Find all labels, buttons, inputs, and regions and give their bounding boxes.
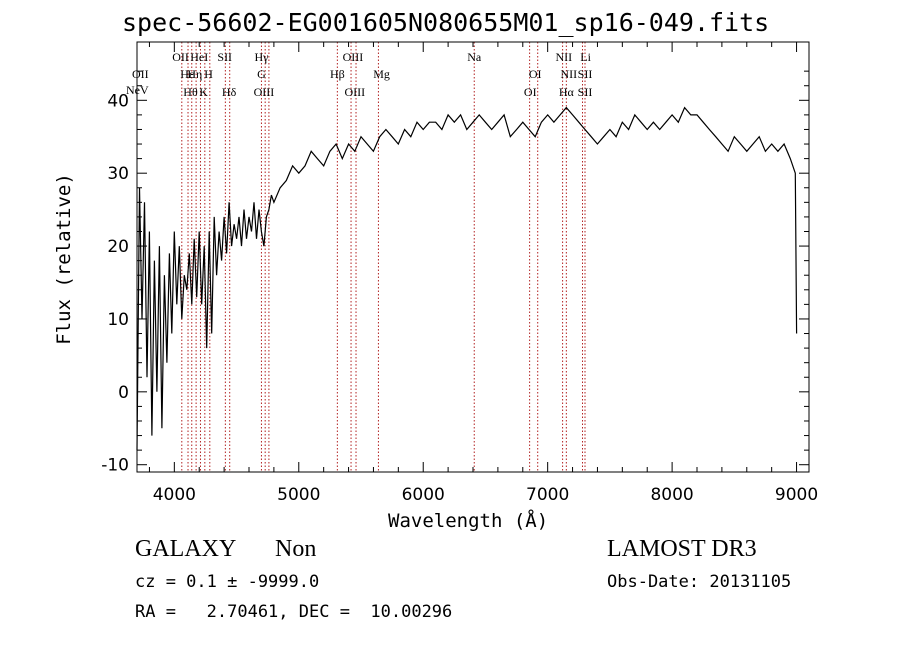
y-tick-label: 20 [107,237,129,257]
x-tick-label: 8000 [650,485,693,505]
y-tick-label: 30 [107,164,129,184]
line-marker-label: HeI [190,50,208,64]
line-marker-label: Li [580,50,591,64]
object-subclass: Non [275,536,317,562]
line-marker-label: OIII [344,85,365,99]
survey-name: LAMOST DR3 [607,536,757,562]
line-marker-label: Hβ [330,67,345,81]
line-marker-label: NeV [126,83,149,97]
line-marker-label: Hα [559,85,575,99]
line-marker-label: SII [217,50,232,64]
spectrum-line [136,106,798,451]
x-tick-label: 4000 [153,485,196,505]
line-marker-label: OI [529,67,542,81]
y-tick-label: 0 [118,383,129,403]
line-marker-label: Mg [373,67,390,81]
object-class: GALAXY [135,536,237,562]
line-marker-label: NII [560,67,577,81]
y-tick-label: 40 [107,91,129,111]
line-marker-label: OII [172,50,189,64]
line-marker-label: SII [578,67,593,81]
y-tick-label: 10 [107,310,129,330]
line-marker-label: Hδ [222,85,237,99]
x-tick-label: 9000 [775,485,818,505]
y-axis-label: Flux (relative) [52,173,75,345]
line-marker-label: K [199,85,208,99]
line-marker-label: G [257,67,266,81]
line-marker-label: Hε [180,67,194,81]
line-marker-label: NII [556,50,573,64]
line-marker-label: OIII [254,85,275,99]
redshift-text: cz = 0.1 ± -9999.0 [135,572,320,592]
plot-frame [136,41,810,473]
line-marker-label: Na [467,50,482,64]
line-marker-label: SII [578,85,593,99]
obs-date-text: Obs-Date: 20131105 [607,572,792,592]
line-marker-label: OI [524,85,537,99]
line-marker-label: OIII [343,50,364,64]
line-marker-label: Hγ [254,50,269,64]
radec-text: RA = 2.70461, DEC = 10.00296 [135,602,453,622]
line-marker-label: OII [132,67,149,81]
x-tick-label: 5000 [277,485,320,505]
line-marker-label: Hθ [183,85,198,99]
x-tick-label: 7000 [526,485,569,505]
line-marker-label: Hη [187,67,202,81]
x-tick-label: 6000 [402,485,445,505]
line-marker-label: H [204,67,213,81]
y-tick-label: -10 [101,456,129,476]
x-axis-label: Wavelength (Å) [388,510,549,532]
chart-title: spec-56602-EG001605N080655M01_sp16-049.f… [122,8,770,37]
